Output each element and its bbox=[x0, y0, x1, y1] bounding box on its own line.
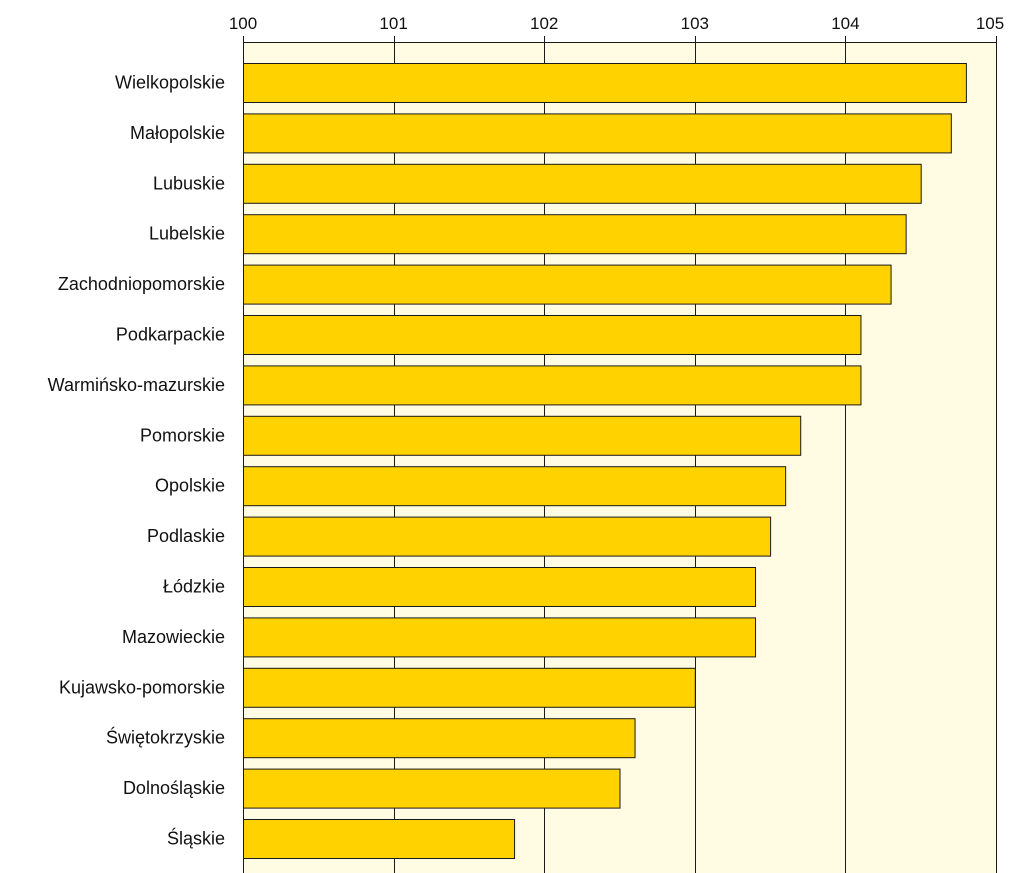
bar bbox=[243, 718, 636, 759]
category-label: Świętokrzyskie bbox=[106, 727, 225, 748]
category-label: Mazowieckie bbox=[122, 627, 225, 647]
bar bbox=[243, 768, 621, 809]
category-label: Podlaskie bbox=[147, 526, 225, 546]
bar bbox=[243, 415, 802, 456]
category-label: Małopolskie bbox=[130, 123, 225, 143]
category-label: Kujawsko-pomorskie bbox=[59, 677, 225, 697]
bar bbox=[243, 264, 892, 305]
bars bbox=[243, 63, 967, 859]
bar bbox=[243, 516, 772, 557]
category-label: Opolskie bbox=[155, 476, 225, 496]
bar bbox=[243, 214, 907, 255]
bar bbox=[243, 63, 967, 103]
x-tick-label: 101 bbox=[379, 14, 407, 33]
category-label: Zachodniopomorskie bbox=[58, 274, 225, 294]
category-label: Łódzkie bbox=[163, 577, 225, 597]
category-label: Warmińsko-mazurskie bbox=[48, 375, 225, 395]
x-tick-labels: 100 101 102 103 104 105 bbox=[229, 14, 1004, 33]
category-label: Lubuskie bbox=[153, 173, 225, 193]
x-tick-label: 105 bbox=[976, 14, 1004, 33]
category-label: Podkarpackie bbox=[116, 325, 225, 345]
category-labels: Wielkopolskie Małopolskie Lubuskie Lubelski… bbox=[48, 73, 225, 849]
bar bbox=[243, 466, 787, 507]
category-label: Pomorskie bbox=[140, 425, 225, 445]
bar bbox=[243, 819, 516, 859]
category-label: Dolnośląskie bbox=[123, 778, 225, 798]
bar bbox=[243, 567, 757, 607]
bar bbox=[243, 315, 862, 355]
x-tick-label: 104 bbox=[831, 14, 859, 33]
bar bbox=[243, 667, 696, 708]
category-label: Śląskie bbox=[167, 828, 225, 849]
axis bbox=[243, 36, 997, 43]
bar bbox=[243, 113, 952, 154]
bar bbox=[243, 163, 922, 204]
x-tick-label: 100 bbox=[229, 14, 257, 33]
category-label: Wielkopolskie bbox=[115, 73, 225, 93]
x-tick-label: 102 bbox=[530, 14, 558, 33]
category-label: Lubelskie bbox=[149, 224, 225, 244]
x-tick-label: 103 bbox=[681, 14, 709, 33]
bar bbox=[243, 617, 757, 658]
bar bbox=[243, 365, 862, 406]
